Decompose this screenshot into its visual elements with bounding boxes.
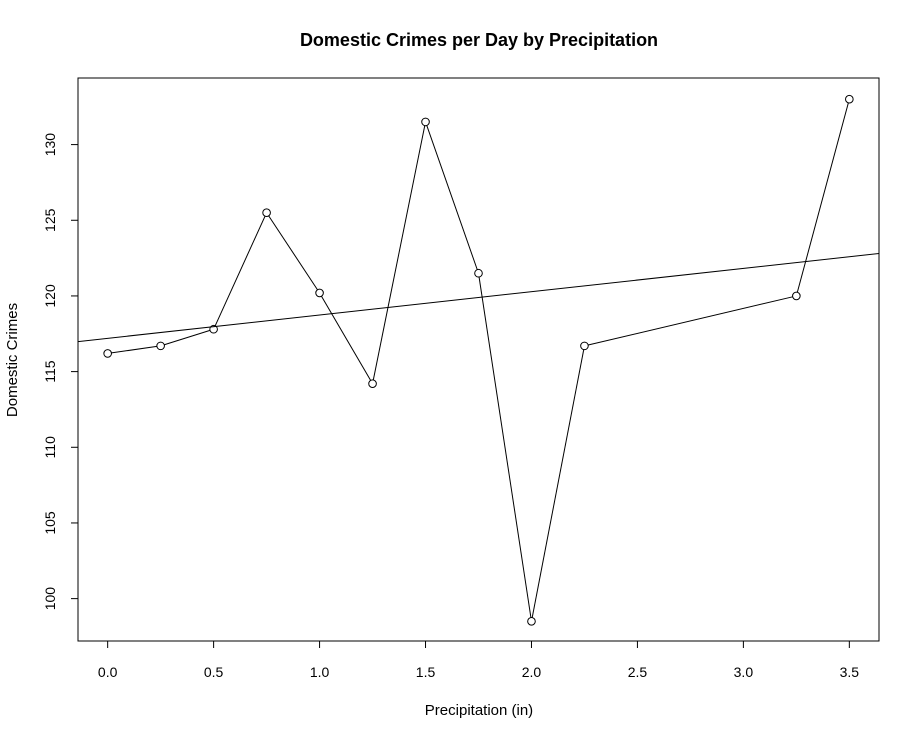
- x-axis-title: Precipitation (in): [425, 702, 533, 719]
- y-tick-label: 110: [42, 436, 58, 459]
- x-tick-label: 3.0: [734, 664, 754, 680]
- y-axis: 100 105 110 115 120 125 130: [42, 133, 79, 611]
- plot-area: [78, 94, 879, 626]
- y-axis-title: Domestic Crimes: [4, 303, 21, 417]
- series-line-segment: [372, 125, 426, 381]
- series-line-segment: [426, 125, 478, 270]
- data-point: [368, 379, 377, 389]
- series-line-segment: [588, 296, 793, 346]
- plot-frame: [77, 77, 880, 642]
- series-line-segment: [478, 276, 532, 618]
- series-line-segment: [796, 102, 849, 293]
- x-tick-label: 0.0: [98, 664, 118, 680]
- x-tick-label: 1.0: [310, 664, 330, 680]
- chart-title: Domestic Crimes per Day by Precipitation: [300, 30, 658, 50]
- data-point: [580, 341, 589, 351]
- y-tick-label: 130: [42, 133, 58, 157]
- data-point: [262, 208, 271, 217]
- series-line-segment: [164, 329, 211, 346]
- x-tick-label: 2.0: [522, 664, 542, 680]
- y-tick-label: 115: [42, 360, 58, 383]
- y-tick-label: 120: [42, 284, 58, 308]
- x-axis: 0.0 0.5 1.0 1.5 2.0 2.5 3.0 3.5: [98, 640, 860, 680]
- series-line-segment: [214, 215, 266, 326]
- data-point: [527, 617, 536, 626]
- x-tick-label: 1.5: [416, 664, 436, 680]
- data-point: [315, 288, 324, 298]
- data-point: [156, 341, 165, 351]
- series-line-segment: [321, 295, 372, 381]
- data-point: [103, 349, 112, 358]
- data-point: [845, 94, 854, 104]
- data-point: [209, 324, 218, 334]
- x-tick-label: 2.5: [628, 664, 648, 680]
- series-line-segment: [531, 349, 585, 618]
- y-tick-label: 105: [42, 511, 58, 535]
- x-tick-label: 3.5: [840, 664, 860, 680]
- y-tick-label: 125: [42, 208, 58, 232]
- series-line-segment: [111, 345, 157, 354]
- y-tick-label: 100: [42, 587, 58, 611]
- data-point: [792, 291, 801, 301]
- regression-line: [78, 252, 879, 343]
- series-line-segment: [268, 215, 318, 291]
- x-tick-label: 0.5: [204, 664, 224, 680]
- data-point: [421, 117, 430, 127]
- data-point: [474, 268, 483, 278]
